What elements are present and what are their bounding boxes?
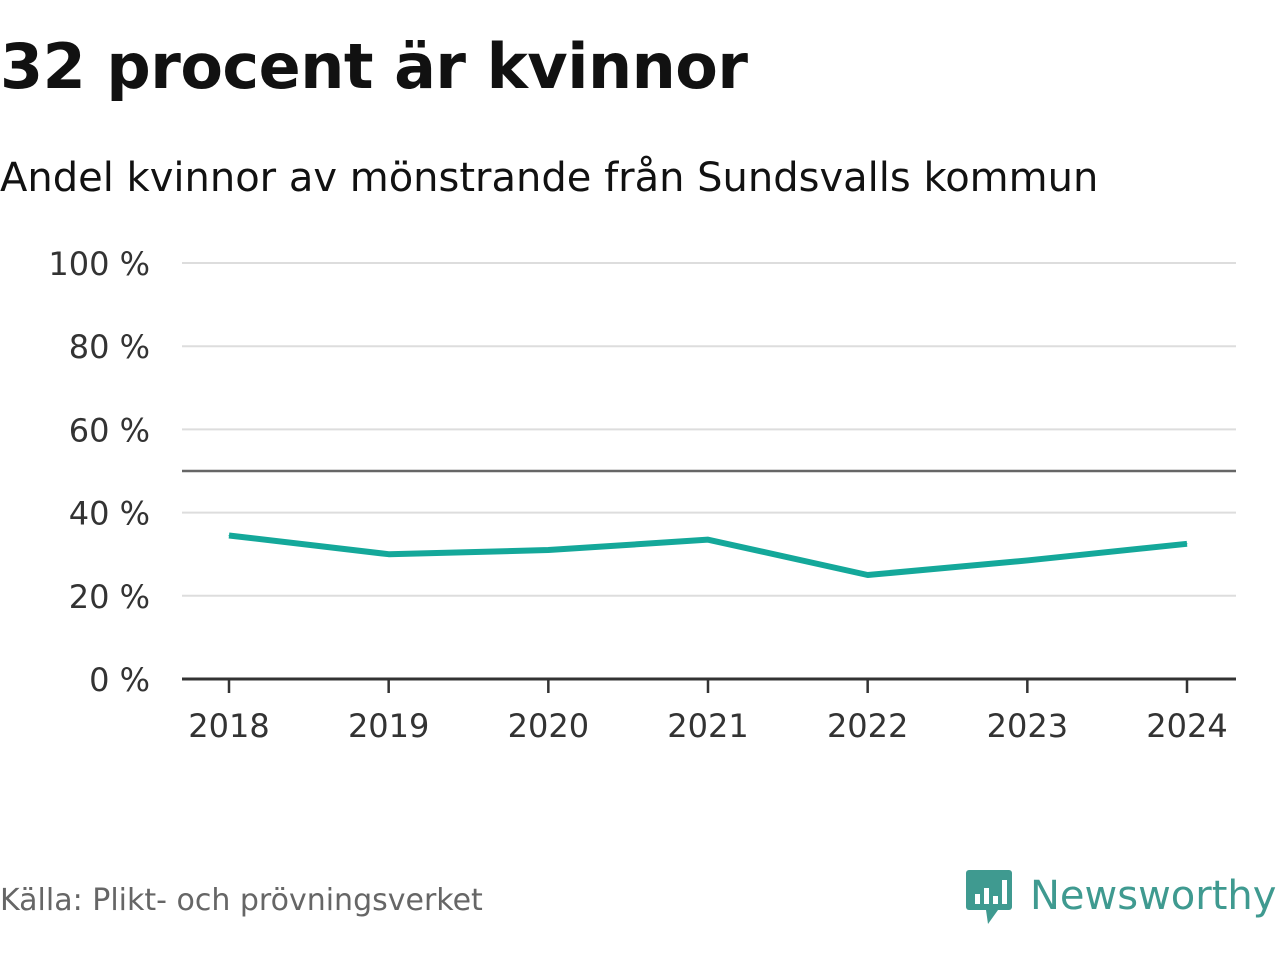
x-tick-label: 2020 bbox=[508, 707, 589, 745]
data-point bbox=[388, 553, 390, 555]
brand-logo: Newsworthy bbox=[964, 864, 1276, 928]
data-point bbox=[228, 534, 230, 536]
gridlines bbox=[182, 262, 1236, 597]
chart-title: 32 procent är kvinnor bbox=[0, 30, 748, 103]
x-tick-label: 2018 bbox=[188, 707, 269, 745]
x-tick-label: 2019 bbox=[348, 707, 429, 745]
y-tick-label: 40 % bbox=[69, 495, 150, 533]
x-tick-label: 2023 bbox=[987, 707, 1068, 745]
newsworthy-logo-icon bbox=[966, 870, 1012, 924]
brand-name: Newsworthy bbox=[1030, 873, 1277, 919]
y-tick-label: 100 % bbox=[48, 245, 150, 283]
y-tick-label: 60 % bbox=[69, 411, 150, 449]
data-point bbox=[1026, 559, 1028, 561]
series-line bbox=[228, 532, 1188, 578]
x-tick-label: 2021 bbox=[667, 707, 748, 745]
x-axis: 2018 2019 2020 2021 2022 2023 2024 bbox=[182, 677, 1236, 745]
y-axis: 0 % 20 % 40 % 60 % 80 % 100 % bbox=[48, 245, 150, 699]
y-tick-label: 80 % bbox=[69, 328, 150, 366]
data-point bbox=[867, 574, 869, 576]
y-tick-label: 20 % bbox=[69, 578, 150, 616]
x-tick-label: 2022 bbox=[827, 707, 908, 745]
source-note: Källa: Plikt- och prövningsverket bbox=[0, 883, 483, 918]
series bbox=[228, 532, 1188, 578]
x-tick-label: 2024 bbox=[1146, 707, 1227, 745]
y-tick-label: 0 % bbox=[89, 661, 150, 699]
chart-subtitle: Andel kvinnor av mönstrande från Sundsva… bbox=[0, 155, 1099, 201]
data-point bbox=[707, 539, 709, 541]
data-point bbox=[547, 549, 549, 551]
data-point bbox=[1186, 543, 1188, 545]
